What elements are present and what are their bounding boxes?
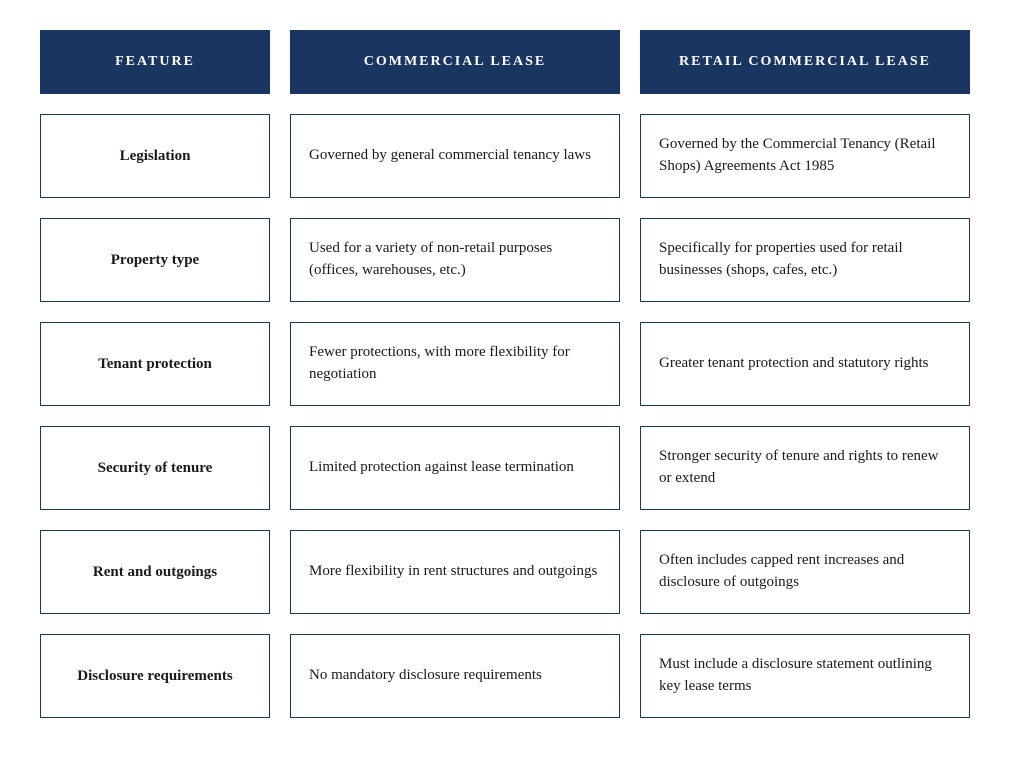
header-retail: RETAIL COMMERCIAL LEASE: [640, 30, 970, 94]
row-feature-label: Legislation: [40, 114, 270, 198]
row-commercial-value: Governed by general commercial tenancy l…: [290, 114, 620, 198]
row-feature-label: Tenant protection: [40, 322, 270, 406]
row-retail-value: Must include a disclosure statement outl…: [640, 634, 970, 718]
row-retail-value: Stronger security of tenure and rights t…: [640, 426, 970, 510]
header-feature: FEATURE: [40, 30, 270, 94]
row-commercial-value: No mandatory disclosure requirements: [290, 634, 620, 718]
row-feature-label: Property type: [40, 218, 270, 302]
row-retail-value: Specifically for properties used for ret…: [640, 218, 970, 302]
row-commercial-value: Used for a variety of non-retail purpose…: [290, 218, 620, 302]
row-commercial-value: Limited protection against lease termina…: [290, 426, 620, 510]
row-retail-value: Governed by the Commercial Tenancy (Reta…: [640, 114, 970, 198]
row-feature-label: Disclosure requirements: [40, 634, 270, 718]
header-commercial: COMMERCIAL LEASE: [290, 30, 620, 94]
row-feature-label: Security of tenure: [40, 426, 270, 510]
row-commercial-value: More flexibility in rent structures and …: [290, 530, 620, 614]
row-retail-value: Often includes capped rent increases and…: [640, 530, 970, 614]
comparison-table: FEATURE COMMERCIAL LEASE RETAIL COMMERCI…: [40, 30, 984, 718]
row-feature-label: Rent and outgoings: [40, 530, 270, 614]
row-commercial-value: Fewer protections, with more flexibility…: [290, 322, 620, 406]
row-retail-value: Greater tenant protection and statutory …: [640, 322, 970, 406]
